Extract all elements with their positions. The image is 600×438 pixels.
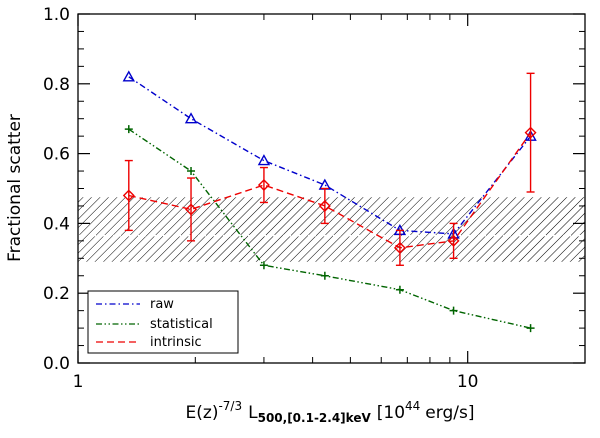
- data-point-raw: [318, 178, 332, 190]
- y-tick-label: 0.2: [43, 284, 70, 304]
- x-title-symbol-sub: 500,[0.1-2.4]keV: [258, 411, 372, 425]
- series-intrinsic: [122, 72, 537, 266]
- data-point-intrinsic: [447, 234, 460, 247]
- data-point-raw: [257, 154, 271, 166]
- y-axis-title: Fractional scatter: [5, 114, 25, 262]
- x-title-prefix: E(z): [186, 403, 219, 423]
- data-point-statistical: [187, 167, 196, 176]
- x-tick-label: 10: [457, 372, 479, 392]
- y-tick-label: 0.8: [43, 75, 70, 95]
- scatter-band-hatched: [78, 197, 585, 262]
- tick-layer: 0.0 0.2 0.4 0.6 0.8 1.0 1 10: [43, 5, 585, 392]
- x-title-prefix-exp: -7/3: [218, 399, 242, 413]
- x-title-unit-open: [10: [377, 403, 405, 423]
- series-layer: [122, 70, 537, 333]
- data-point-intrinsic: [257, 179, 270, 191]
- legend-intrinsic-label: intrinsic: [150, 335, 202, 350]
- x-axis-title: E(z)-7/3 L500,[0.1-2.4]keV [1044 erg/s]: [186, 399, 475, 425]
- y-tick-label: 1.0: [43, 5, 70, 25]
- data-point-intrinsic: [122, 189, 135, 202]
- data-point-statistical: [449, 306, 458, 315]
- data-point-intrinsic: [393, 241, 406, 254]
- legend-statistical-label: statistical: [150, 317, 213, 332]
- legend: raw statistical intrinsic: [87, 290, 239, 354]
- data-point-statistical: [259, 261, 268, 270]
- data-point-raw: [184, 112, 198, 124]
- x-title-unit-exp: 44: [405, 399, 420, 413]
- y-tick-label: 0.6: [43, 145, 70, 165]
- x-tick-label: 1: [73, 372, 84, 392]
- data-point-intrinsic: [185, 203, 198, 216]
- data-point-intrinsic: [524, 126, 537, 139]
- data-point-statistical: [124, 125, 133, 134]
- data-point-statistical: [526, 324, 535, 333]
- series-statistical: [124, 125, 535, 333]
- x-title-unit-close: erg/s]: [425, 403, 474, 423]
- data-point-statistical: [395, 285, 404, 294]
- data-point-raw: [122, 70, 135, 82]
- x-title-symbol: L: [248, 403, 258, 423]
- data-point-statistical: [320, 271, 329, 280]
- legend-box: [87, 290, 239, 354]
- legend-raw-label: raw: [150, 297, 174, 312]
- y-tick-label: 0.0: [43, 354, 70, 374]
- y-tick-label: 0.4: [43, 214, 70, 234]
- data-point-intrinsic: [318, 199, 331, 212]
